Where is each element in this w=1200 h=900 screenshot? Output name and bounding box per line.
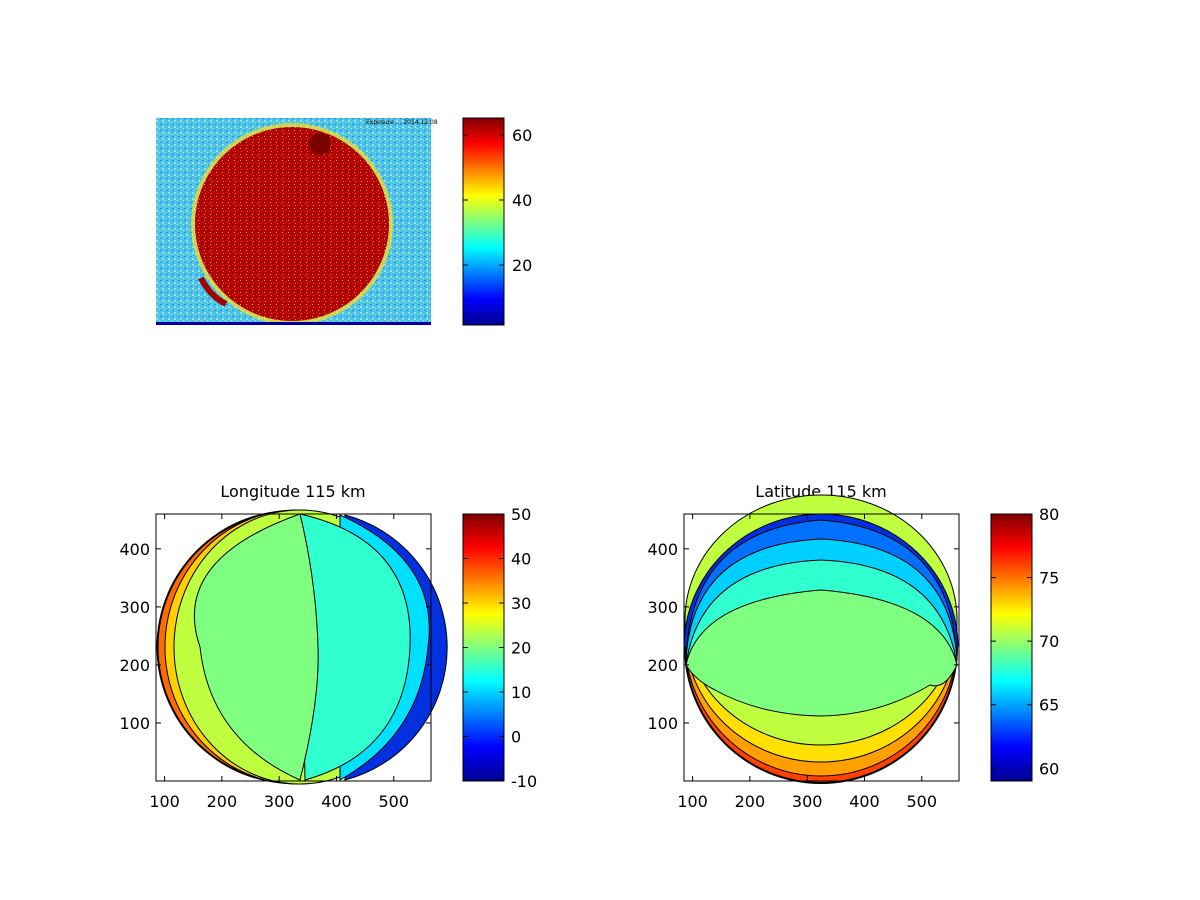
longitude-ytick-label: 200 xyxy=(119,656,150,675)
longitude-xtick-label: 100 xyxy=(149,792,180,811)
longitude-colorbar-tick-label: 0 xyxy=(511,728,521,747)
latitude-xtick-label: 400 xyxy=(849,792,880,811)
image-arc-feature xyxy=(198,276,228,307)
latitude-band-green xyxy=(685,589,958,717)
longitude-ytick-label: 400 xyxy=(119,540,150,559)
latitude-xtick-label: 500 xyxy=(906,792,937,811)
latitude-panel: Latitude 115 km 100 200 300 400 500 100 200 30… xyxy=(647,482,1059,811)
latitude-yticks: 100 200 300 400 xyxy=(647,540,959,733)
latitude-xtick-label: 100 xyxy=(677,792,708,811)
latitude-axes-box xyxy=(683,513,960,782)
latitude-xtick-label: 200 xyxy=(735,792,766,811)
image-colorbar xyxy=(462,117,505,326)
image-corner-note: Exposure ... 2014.12.08 xyxy=(366,119,438,126)
longitude-colorbar-ticks: 50 40 30 20 10 0 -10 xyxy=(463,505,537,791)
latitude-colorbar xyxy=(990,513,1033,782)
longitude-colorbar xyxy=(462,513,505,782)
longitude-ytick-label: 100 xyxy=(119,714,150,733)
latitude-colorbar-tick-label: 65 xyxy=(1039,696,1059,715)
longitude-xtick-label: 400 xyxy=(321,792,352,811)
longitude-xtick-label: 200 xyxy=(207,792,238,811)
latitude-colorbar-ticks: 80 75 70 65 60 xyxy=(991,505,1059,778)
latitude-colorbar-tick-label: 75 xyxy=(1039,569,1059,588)
longitude-band-aqua xyxy=(299,513,411,781)
longitude-colorbar-tick-label: 30 xyxy=(511,594,531,613)
longitude-colorbar-tick-label: -10 xyxy=(511,772,537,791)
image-bottom-strip xyxy=(156,322,431,325)
image-colorbar-tick-label: 40 xyxy=(512,191,532,210)
image-colorbar-tick-label: 60 xyxy=(512,126,532,145)
longitude-yticks: 100 200 300 400 xyxy=(119,540,431,733)
image-panel: Exposure ... 2014.12.08 60 40 20 xyxy=(156,117,532,326)
image-disk xyxy=(195,127,389,321)
latitude-ytick-label: 100 xyxy=(647,714,678,733)
longitude-colorbar-tick-label: 20 xyxy=(511,639,531,658)
image-colorbar-tick-label: 20 xyxy=(512,256,532,275)
longitude-contour-map xyxy=(156,509,448,785)
longitude-axes-box xyxy=(155,513,432,782)
longitude-xtick-label: 500 xyxy=(378,792,409,811)
longitude-band-green xyxy=(193,513,319,781)
latitude-ytick-label: 200 xyxy=(647,656,678,675)
latitude-xtick-label: 300 xyxy=(792,792,823,811)
latitude-title: Latitude 115 km xyxy=(755,482,886,501)
longitude-colorbar-tick-label: 40 xyxy=(511,550,531,569)
latitude-contour-map xyxy=(684,494,958,784)
latitude-colorbar-tick-label: 80 xyxy=(1039,505,1059,524)
longitude-ytick-label: 300 xyxy=(119,598,150,617)
image-colorbar-ticks xyxy=(463,134,504,266)
longitude-title: Longitude 115 km xyxy=(220,482,365,501)
longitude-colorbar-tick-label: 10 xyxy=(511,683,531,702)
latitude-ytick-label: 400 xyxy=(647,540,678,559)
image-dark-spot xyxy=(309,133,331,155)
latitude-ytick-label: 300 xyxy=(647,598,678,617)
longitude-xticks: 100 200 300 400 500 xyxy=(149,514,409,811)
longitude-panel: Longitude 115 km 100 200 300 400 500 1002003… xyxy=(119,482,537,811)
longitude-colorbar-tick-label: 50 xyxy=(511,505,531,524)
latitude-colorbar-tick-label: 60 xyxy=(1039,759,1059,778)
longitude-xtick-label: 300 xyxy=(264,792,295,811)
latitude-xticks: 100 200 300 400 500 xyxy=(677,514,937,811)
latitude-colorbar-tick-label: 70 xyxy=(1039,632,1059,651)
